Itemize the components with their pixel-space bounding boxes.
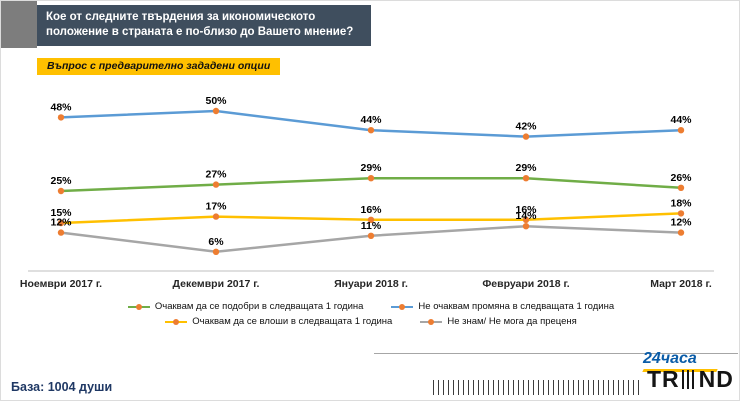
data-label: 50% xyxy=(205,95,227,107)
x-axis-label: Декември 2017 г. xyxy=(173,278,260,290)
data-point-marker xyxy=(522,175,530,182)
data-point-marker xyxy=(522,223,530,230)
newspaper-logo-text: 24часа xyxy=(643,350,697,367)
data-label: 6% xyxy=(208,236,224,248)
data-label: 15% xyxy=(50,207,72,219)
data-label: 12% xyxy=(670,217,692,229)
legend-marker-icon xyxy=(127,303,150,310)
question-title: Кое от следните твърдения за икономическ… xyxy=(37,5,371,47)
x-axis-label: Януари 2018 г. xyxy=(334,278,408,290)
data-point-marker xyxy=(57,114,65,121)
data-label: 25% xyxy=(50,175,72,187)
data-point-marker xyxy=(677,184,685,191)
legend-marker-icon xyxy=(391,303,414,310)
x-axis-label: Март 2018 г. xyxy=(650,278,712,290)
divider-line xyxy=(374,353,738,354)
legend-item[interactable]: Очаквам да се влоши в следващата 1 годин… xyxy=(165,316,392,327)
legend-dot-icon xyxy=(135,303,142,310)
data-label: 12% xyxy=(50,217,72,229)
x-axis-label: Февруари 2018 г. xyxy=(482,278,569,290)
barcode-icon xyxy=(433,380,639,395)
legend-dot-icon xyxy=(399,303,406,310)
legend-item[interactable]: Не знам/ Не мога да преценя xyxy=(420,316,577,327)
legend-label: Не знам/ Не мога да преценя xyxy=(447,316,577,327)
data-label: 16% xyxy=(515,204,537,216)
data-point-marker xyxy=(367,175,375,182)
legend-row: Очаквам да се влоши в следващата 1 годин… xyxy=(165,316,577,327)
legend-row: Очаквам да се подобри в следващата 1 год… xyxy=(127,301,614,312)
data-point-marker xyxy=(677,210,685,217)
data-point-marker xyxy=(522,133,530,140)
data-point-marker xyxy=(212,248,220,255)
data-label: 14% xyxy=(515,210,537,222)
trend-logo-prefix: TR xyxy=(647,366,680,392)
data-point-marker xyxy=(57,219,65,227)
data-point-marker xyxy=(522,216,530,223)
data-label: 27% xyxy=(205,169,227,181)
data-label: 26% xyxy=(670,172,692,184)
data-point-marker xyxy=(677,127,685,134)
line-chart: 25% 27% 29% 29% 26% 48% 50% 44% 42% 44% 15% 17% 16% 1… xyxy=(16,86,726,298)
data-point-marker xyxy=(677,229,685,236)
legend-dot-icon xyxy=(173,318,180,325)
data-point-marker xyxy=(367,232,375,239)
data-label: 48% xyxy=(50,101,72,113)
data-label: 44% xyxy=(360,114,382,126)
sample-base-label: База: 1004 души xyxy=(11,380,113,394)
legend-label: Очаквам да се влоши в следващата 1 годин… xyxy=(192,316,393,327)
legend-item[interactable]: Очаквам да се подобри в следващата 1 год… xyxy=(127,301,364,312)
data-label: 42% xyxy=(515,121,537,133)
data-point-marker xyxy=(212,213,220,220)
legend-marker-icon xyxy=(420,318,443,325)
data-point-marker xyxy=(57,187,65,195)
data-label: 17% xyxy=(205,201,227,213)
legend-marker-icon xyxy=(165,318,188,325)
chart-canvas: 25%27%29% 29%26%48%50%44%42%44%15%17% 16% 1… xyxy=(20,95,714,290)
data-label: 11% xyxy=(361,220,382,232)
data-label: 18% xyxy=(670,197,692,209)
data-point-marker xyxy=(212,181,220,188)
data-label: 16% xyxy=(360,204,382,216)
trend-agency-logo: TR ND xyxy=(647,368,734,391)
data-label: 44% xyxy=(670,114,692,126)
data-label: 29% xyxy=(360,162,382,174)
trend-barcode-e-icon xyxy=(681,370,697,389)
data-label: 29% xyxy=(515,162,537,174)
x-axis-label: Ноември 2017 г. xyxy=(20,278,102,290)
legend-label: Не очаквам промяна в следващата 1 година xyxy=(418,301,615,312)
data-point-marker xyxy=(212,107,220,115)
gray-accent-bar xyxy=(1,1,37,48)
legend-dot-icon xyxy=(428,318,435,325)
data-point-marker xyxy=(367,216,375,223)
chart-legend: Очаквам да се подобри в следващата 1 год… xyxy=(1,301,740,327)
data-point-marker xyxy=(57,229,65,236)
data-point-marker xyxy=(367,127,375,134)
newspaper-24chasa-logo: 24часа xyxy=(642,350,718,372)
trend-logo-suffix: ND xyxy=(698,366,734,392)
legend-item[interactable]: Не очаквам промяна в следващата 1 година xyxy=(391,301,614,312)
legend-label: Очаквам да се подобри в следващата 1 год… xyxy=(154,301,364,312)
question-subtitle: Въпрос с предварително зададени опции xyxy=(37,58,281,75)
